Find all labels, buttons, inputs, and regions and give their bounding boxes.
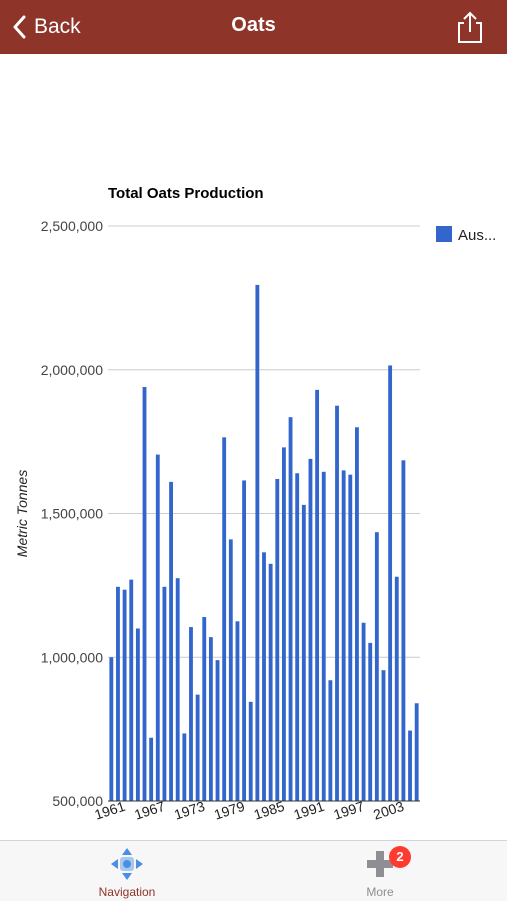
plus-icon	[367, 851, 393, 877]
chart-bar	[149, 737, 154, 801]
chart-title: Total Oats Production	[108, 185, 264, 202]
share-button[interactable]	[455, 10, 485, 44]
navigation-arrows-icon	[111, 848, 143, 880]
chart-bar	[175, 578, 180, 801]
chart-bar	[335, 405, 339, 801]
chart-bar	[268, 563, 273, 801]
chart-bar	[275, 479, 280, 801]
chart-bar	[222, 437, 227, 801]
chart-bar	[288, 417, 293, 801]
chart-bar	[235, 621, 240, 801]
back-label: Back	[34, 15, 81, 38]
chart-bar	[208, 637, 213, 801]
y-tick-label: 2,500,000	[41, 218, 103, 234]
tab-navigation[interactable]: Navigation	[57, 841, 197, 901]
chart-bar	[401, 460, 406, 801]
oats-production-chart: 500,000 1,000,000 1,500,000 2,000,000 2,500,…	[14, 185, 496, 823]
tab-more[interactable]: 2 More	[310, 841, 450, 901]
y-axis-label: Metric Tonnes	[14, 470, 30, 557]
chart-bar	[388, 365, 393, 801]
chart-bar	[281, 447, 286, 801]
chart-bar	[162, 586, 167, 801]
notification-badge: 2	[389, 846, 411, 868]
y-tick-label: 1,000,000	[41, 649, 103, 665]
legend-label: Aus...	[458, 227, 496, 244]
chart-bar	[408, 730, 412, 801]
chart-bar	[341, 470, 346, 801]
y-tick-label: 2,000,000	[41, 362, 103, 378]
legend-swatch	[436, 226, 452, 242]
chart-bar	[321, 471, 326, 801]
chart-bar	[242, 480, 247, 801]
tab-more-label: More	[366, 885, 394, 899]
chart-bar	[169, 481, 173, 801]
chart-bar	[109, 657, 114, 801]
chart-bar	[202, 617, 207, 801]
chart-bar	[394, 576, 399, 801]
tab-bar: Navigation 2 More	[0, 840, 507, 901]
y-tick-label: 1,500,000	[41, 506, 103, 522]
chart-bar	[381, 670, 386, 801]
tab-navigation-label: Navigation	[98, 885, 156, 899]
chart-bar	[228, 539, 233, 801]
chart-bar	[248, 701, 253, 801]
chart-bar	[182, 733, 187, 801]
chart-area: 500,000 1,000,000 1,500,000 2,000,000 2,500,…	[0, 54, 507, 840]
chart-bar	[129, 579, 134, 801]
chart-bar	[368, 642, 373, 801]
chart-bar	[301, 504, 306, 801]
chart-bar	[142, 387, 147, 801]
chart-bar	[215, 660, 220, 801]
chart-bar	[414, 703, 419, 801]
chart-bar	[195, 694, 200, 801]
chart-bar	[361, 622, 366, 801]
chart-bar	[262, 552, 266, 801]
chart-bar	[122, 589, 127, 801]
back-button[interactable]: Back	[12, 12, 81, 42]
chart-bar	[315, 389, 320, 801]
navigation-bar: Back Oats	[0, 0, 507, 54]
chart-bar	[135, 628, 140, 801]
chart-bar	[155, 454, 160, 801]
chart-bar	[295, 473, 300, 801]
chart-bar	[355, 427, 359, 801]
chart-bar	[116, 586, 120, 801]
chart-bar	[189, 627, 193, 801]
chart-bar	[308, 458, 313, 801]
y-tick-label: 500,000	[52, 793, 103, 809]
share-icon	[458, 11, 482, 43]
chart-bar	[348, 474, 353, 801]
chevron-left-icon	[13, 15, 26, 39]
chart-bar	[328, 680, 333, 801]
chart-bar	[374, 532, 379, 801]
chart-bar	[255, 284, 260, 801]
